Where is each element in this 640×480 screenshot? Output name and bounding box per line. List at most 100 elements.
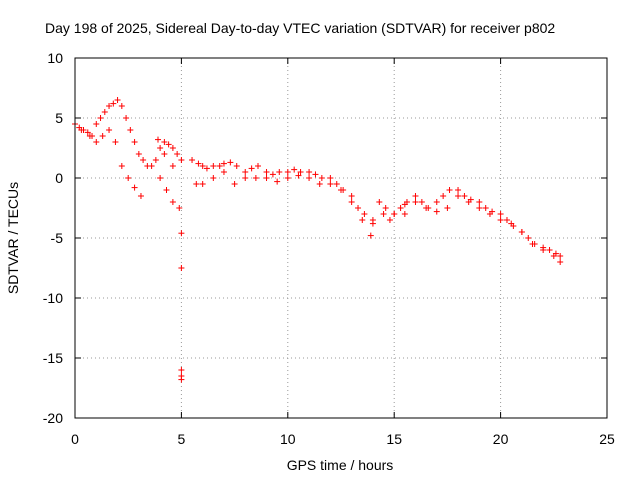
data-point-lower: [157, 175, 164, 181]
data-point-main: [165, 141, 172, 148]
data-point-main: [557, 253, 564, 259]
data-point-main: [227, 159, 234, 166]
data-point-lower: [557, 259, 564, 265]
data-point-main: [476, 199, 483, 205]
data-point-main: [291, 166, 298, 173]
data-point-lower: [210, 175, 217, 181]
y-tick-label: 5: [55, 110, 63, 126]
data-point-lower: [163, 187, 170, 193]
data-point-main: [355, 205, 362, 211]
data-point-lower: [423, 205, 430, 211]
data-point-lower: [327, 181, 334, 187]
data-point-lower: [112, 139, 119, 145]
data-point-main: [210, 163, 217, 169]
data-point-main: [284, 169, 291, 175]
data-point-main: [174, 151, 181, 157]
data-point-main: [297, 169, 304, 175]
data-point-lower: [391, 211, 398, 217]
data-point-lower: [137, 193, 144, 199]
data-point-main: [131, 139, 138, 145]
data-point-lower: [518, 229, 525, 235]
data-point-lower: [508, 220, 515, 227]
data-point-lower: [118, 163, 125, 169]
plot-frame: [74, 57, 608, 419]
data-point-lower: [369, 220, 376, 227]
data-point-main: [412, 193, 419, 199]
data-point-outliers: [169, 163, 176, 169]
data-point-lower: [465, 199, 472, 205]
data-point-main: [161, 139, 168, 145]
data-point-lower: [380, 211, 387, 217]
data-point-main: [199, 163, 206, 169]
data-point-main: [525, 235, 532, 241]
data-point-lower: [295, 172, 302, 179]
y-tick-label: -15: [43, 350, 63, 366]
data-point-main: [348, 193, 355, 199]
data-point-lower: [412, 199, 419, 205]
data-point-outliers: [178, 230, 185, 237]
data-point-lower: [106, 127, 113, 133]
x-tick-label: 10: [280, 431, 296, 447]
data-point-lower: [242, 175, 249, 181]
data-point-lower: [125, 175, 132, 181]
data-point-main: [397, 205, 404, 211]
y-tick-label: -20: [43, 410, 63, 426]
data-point-main: [157, 145, 164, 151]
data-point-main: [127, 127, 134, 133]
data-point-outliers: [367, 232, 374, 239]
data-point-main: [440, 193, 447, 199]
data-point-outliers: [154, 136, 161, 143]
data-point-main: [106, 103, 113, 109]
data-point-outliers: [178, 265, 185, 271]
data-point-main: [306, 169, 313, 175]
data-point-main: [312, 171, 319, 178]
data-point-lower: [306, 175, 313, 181]
y-tick-label: 10: [47, 50, 63, 66]
data-point-main: [114, 97, 121, 103]
data-point-main: [84, 129, 91, 136]
data-point-lower: [550, 253, 557, 259]
data-point-lower: [284, 175, 291, 181]
data-point-main: [118, 103, 125, 109]
data-point-lower: [231, 181, 238, 187]
data-point-lower: [476, 205, 483, 211]
x-tick-label: 20: [493, 431, 509, 447]
data-point-lower: [199, 181, 206, 187]
data-point-main: [376, 199, 383, 205]
data-point-main: [446, 187, 453, 193]
data-point-lower: [529, 241, 536, 247]
data-point-main: [461, 193, 468, 199]
data-point-main: [93, 121, 100, 127]
data-point-lower: [497, 217, 504, 223]
data-point-lower: [338, 187, 344, 193]
data-point-main: [333, 181, 340, 187]
data-point-outliers: [386, 217, 393, 223]
data-point-lower: [193, 181, 200, 187]
data-point-main: [263, 169, 270, 175]
data-point-lower: [348, 199, 355, 205]
data-point-main: [123, 115, 130, 121]
data-point-outliers: [178, 376, 185, 383]
data-point-lower: [486, 211, 493, 217]
y-axis-label: SDTVAR / TECUs: [5, 182, 21, 294]
data-point-main: [178, 157, 185, 163]
data-point-lower: [444, 205, 451, 211]
data-point-main: [189, 157, 196, 163]
data-point-main: [97, 115, 104, 121]
plot-marks: [72, 97, 564, 383]
data-point-lower: [316, 181, 323, 187]
data-point-main: [418, 199, 425, 205]
data-point-lower: [176, 205, 183, 211]
x-axis-label: GPS time / hours: [287, 457, 394, 473]
data-point-lower: [401, 211, 408, 217]
data-point-outliers: [401, 201, 408, 208]
data-point-main: [242, 169, 249, 175]
data-point-main: [152, 157, 159, 163]
data-point-lower: [433, 208, 440, 215]
y-tick-label: -5: [51, 230, 64, 246]
data-point-lower: [93, 139, 100, 145]
data-point-lower: [455, 193, 462, 199]
data-point-main: [382, 205, 389, 211]
x-tick-label: 5: [178, 431, 186, 447]
data-point-main: [503, 217, 510, 223]
